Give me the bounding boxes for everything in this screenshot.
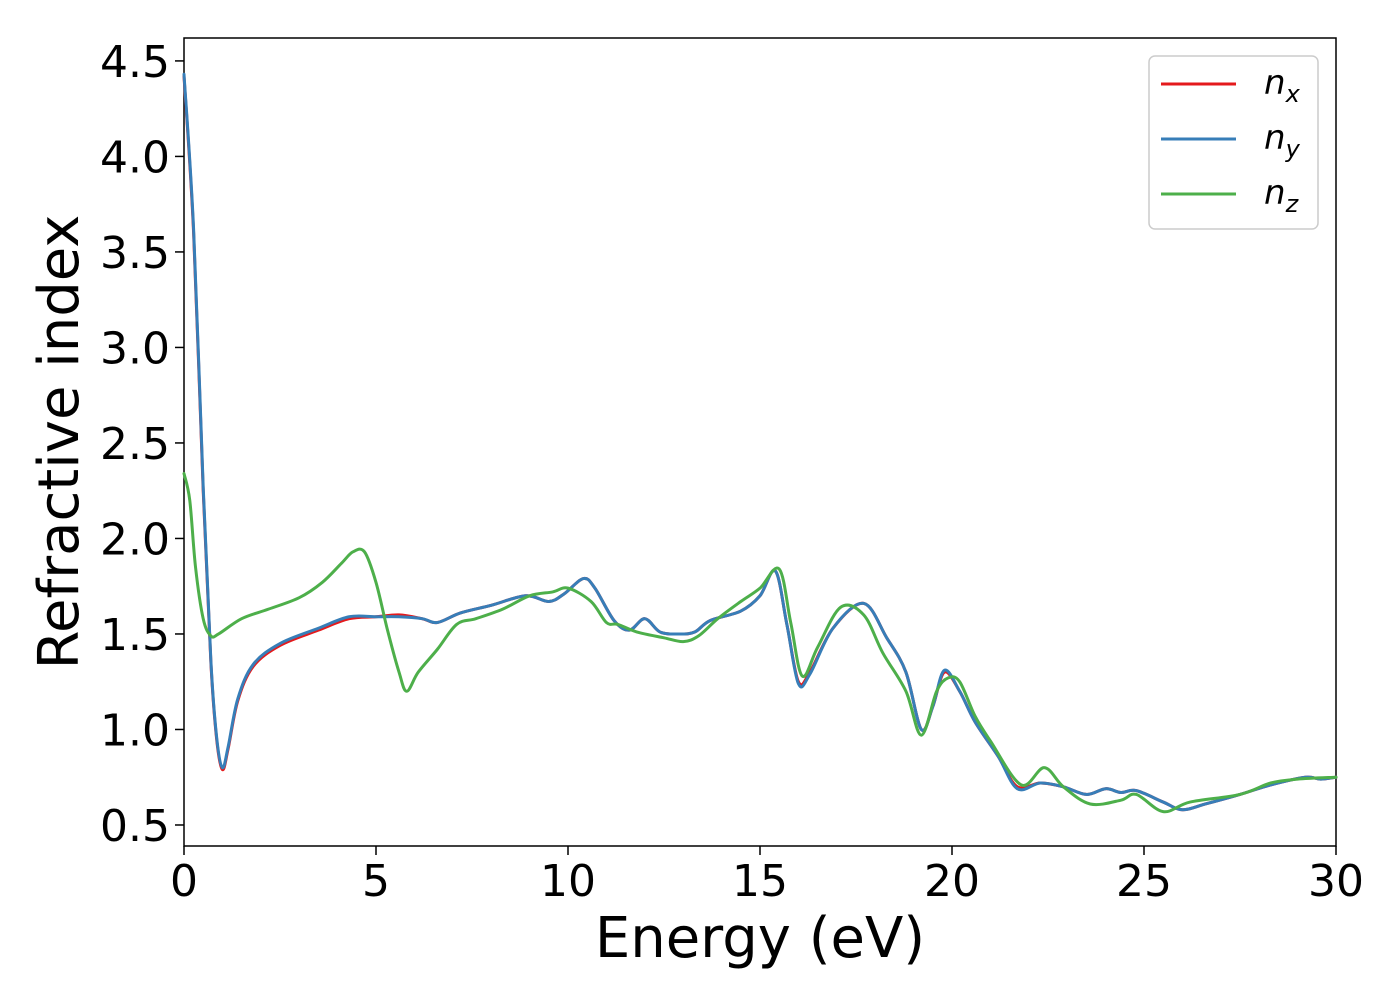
y-tick-label: 4.5 — [100, 37, 170, 88]
series-line-ny — [182, 72, 1338, 812]
y-tick-label: 1.5 — [100, 610, 170, 661]
x-tick-label: 20 — [924, 856, 980, 907]
x-tick-label: 25 — [1116, 856, 1172, 907]
x-axis-label: Energy (eV) — [595, 906, 925, 971]
legend-label-nz: nz — [1264, 173, 1300, 218]
y-tick-label: 2.5 — [100, 419, 170, 470]
y-tick-label: 4.0 — [100, 132, 170, 183]
y-axis-ticks: 0.5 1.0 1.5 2.0 2.5 3.0 3.5 4.0 4.5 — [100, 37, 184, 852]
legend: nx ny nz — [1148, 55, 1319, 230]
x-tick-label: 10 — [540, 856, 596, 907]
plot-area — [183, 37, 1337, 847]
legend-box — [1148, 55, 1319, 230]
y-tick-label: 0.5 — [100, 801, 170, 852]
y-axis-label: Refractive index — [27, 215, 92, 670]
legend-label-ny: ny — [1264, 118, 1301, 163]
series-layer — [182, 72, 1338, 814]
x-tick-label: 30 — [1308, 856, 1364, 907]
x-tick-label: 15 — [732, 856, 788, 907]
y-tick-label: 3.0 — [100, 323, 170, 374]
y-tick-label: 1.0 — [100, 705, 170, 756]
legend-label-nx: nx — [1264, 63, 1301, 108]
x-tick-label: 0 — [170, 856, 198, 907]
y-tick-label: 2.0 — [100, 514, 170, 565]
x-tick-label: 5 — [362, 856, 390, 907]
x-axis-ticks: 0 5 10 15 20 25 30 — [170, 846, 1364, 907]
y-tick-label: 3.5 — [100, 228, 170, 279]
series-line-nz — [182, 472, 1338, 814]
